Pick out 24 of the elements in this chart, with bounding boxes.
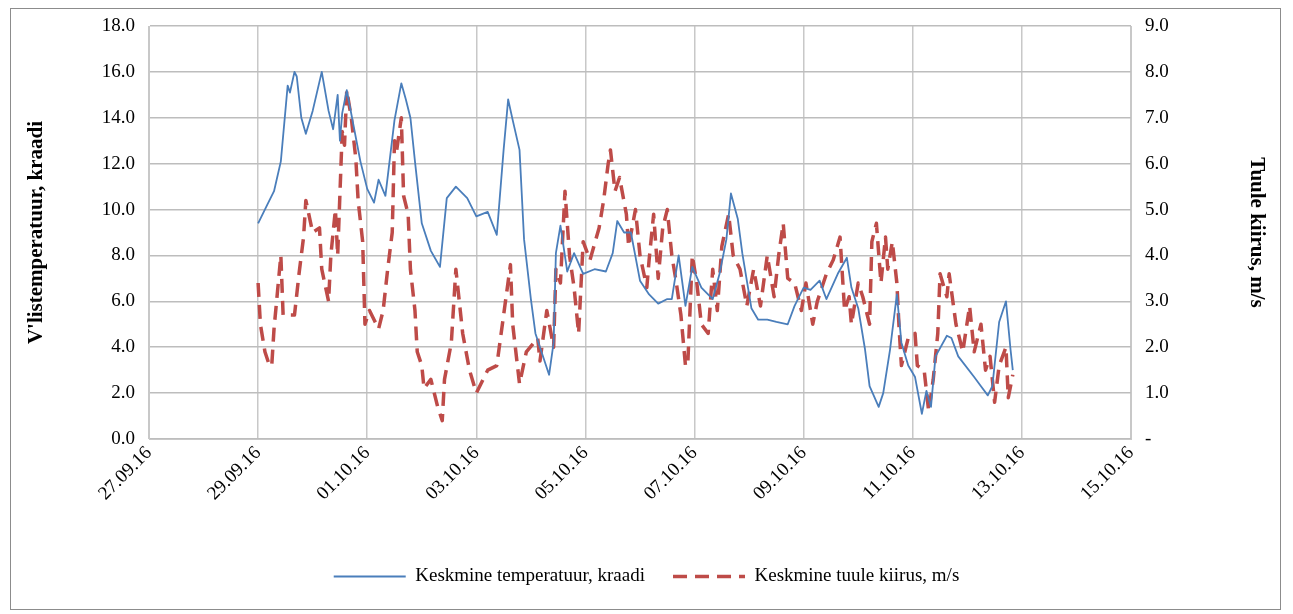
y-tick-label: 14.0 bbox=[101, 105, 135, 127]
y-tick-label: 18.0 bbox=[101, 13, 135, 35]
y2-tick-label: 8.0 bbox=[1145, 59, 1169, 81]
y-tick-label: 4.0 bbox=[111, 335, 135, 357]
legend-label: Keskmine tuule kiirus, m/s bbox=[754, 564, 960, 586]
y-tick-label: 0.0 bbox=[111, 426, 135, 448]
y-tick-label: 6.0 bbox=[111, 289, 135, 311]
y2-tick-label: 6.0 bbox=[1145, 151, 1169, 173]
y-tick-label: 16.0 bbox=[101, 59, 135, 81]
y2-tick-label: 4.0 bbox=[1145, 243, 1169, 265]
y2-tick-label: 9.0 bbox=[1145, 13, 1169, 35]
y2-tick-label: 2.0 bbox=[1145, 335, 1169, 357]
y-tick-label: 10.0 bbox=[101, 197, 135, 219]
legend-label: Keskmine temperatuur, kraadi bbox=[415, 564, 646, 586]
y-axis-title: V'listemperatuur, kraadi bbox=[23, 120, 48, 345]
y2-tick-label: 5.0 bbox=[1145, 197, 1169, 219]
y2-tick-label: - bbox=[1145, 426, 1152, 448]
y2-axis-title: Tuule kiirus, m/s bbox=[1245, 157, 1270, 308]
y2-tick-label: 3.0 bbox=[1145, 289, 1169, 311]
y-tick-label: 2.0 bbox=[111, 381, 135, 403]
y2-tick-label: 1.0 bbox=[1145, 381, 1169, 403]
y2-tick-label: 7.0 bbox=[1145, 105, 1169, 127]
y-tick-label: 12.0 bbox=[101, 151, 135, 173]
y-tick-label: 8.0 bbox=[111, 243, 135, 265]
